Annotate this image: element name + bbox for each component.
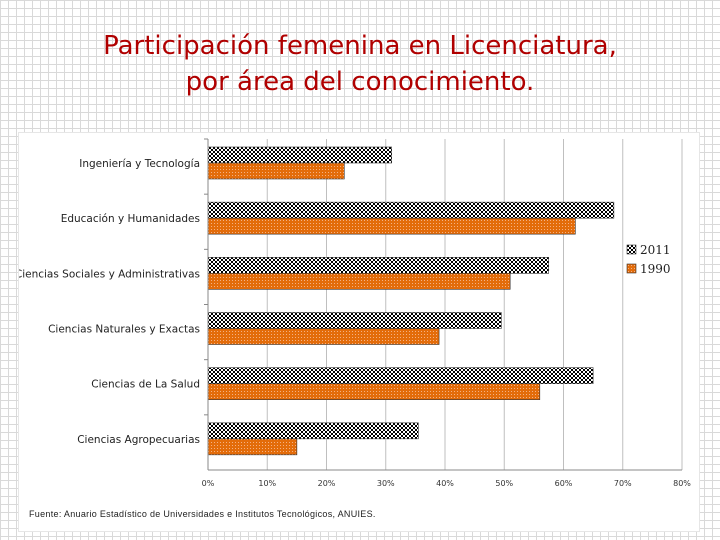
bar-1990 <box>207 438 298 456</box>
category-label: Educación y Humanidades <box>61 213 200 225</box>
source-note: Fuente: Anuario Estadístico de Universid… <box>29 509 376 519</box>
x-tick-label: 0% <box>202 479 215 488</box>
bar-1990 <box>207 383 541 400</box>
bar-2011 <box>207 146 392 164</box>
x-tick-label: 20% <box>318 479 336 488</box>
bar-chart: 0% 10% 20% 30% 40% 50% 60% 70% 80% Ingeniería y T… <box>19 138 691 488</box>
x-tick-label: 10% <box>258 479 276 488</box>
legend-swatch-1990 <box>626 263 637 274</box>
category-label: Ingeniería y Tecnología <box>79 158 200 170</box>
bar-2011 <box>207 257 549 274</box>
category-label: Ciencias Sociales y Administrativas <box>19 268 200 280</box>
legend-label-1990: 1990 <box>640 262 671 276</box>
category-label: Ciencias Agropecuarias <box>77 434 200 446</box>
bar-1990 <box>207 162 345 180</box>
bar-2011 <box>207 201 615 219</box>
slide-title: Participación femenina en Licenciatura, … <box>0 28 720 100</box>
x-tick-label: 80% <box>673 479 691 488</box>
x-tick-label: 50% <box>495 479 513 488</box>
slide-title-line-2: por área del conocimiento. <box>185 67 535 97</box>
slide-title-line-1: Participación femenina en Licenciatura, <box>103 31 617 61</box>
bar-1990 <box>207 273 511 290</box>
x-tick-label: 40% <box>436 479 454 488</box>
bar-2011 <box>207 422 419 440</box>
x-tick-label: 60% <box>555 479 573 488</box>
bar-2011 <box>207 312 502 329</box>
category-label: Ciencias Naturales y Exactas <box>48 324 200 336</box>
x-tick-label: 70% <box>614 479 632 488</box>
legend-label-2011: 2011 <box>640 243 671 257</box>
bar-2011 <box>207 367 594 384</box>
x-tick-label: 30% <box>377 479 395 488</box>
chart-panel: 0% 10% 20% 30% 40% 50% 60% 70% 80% Ingeniería y T… <box>18 132 700 532</box>
bar-1990 <box>207 328 440 345</box>
category-label: Ciencias de La Salud <box>91 379 200 391</box>
legend-swatch-2011 <box>626 244 637 255</box>
bar-1990 <box>207 217 576 235</box>
